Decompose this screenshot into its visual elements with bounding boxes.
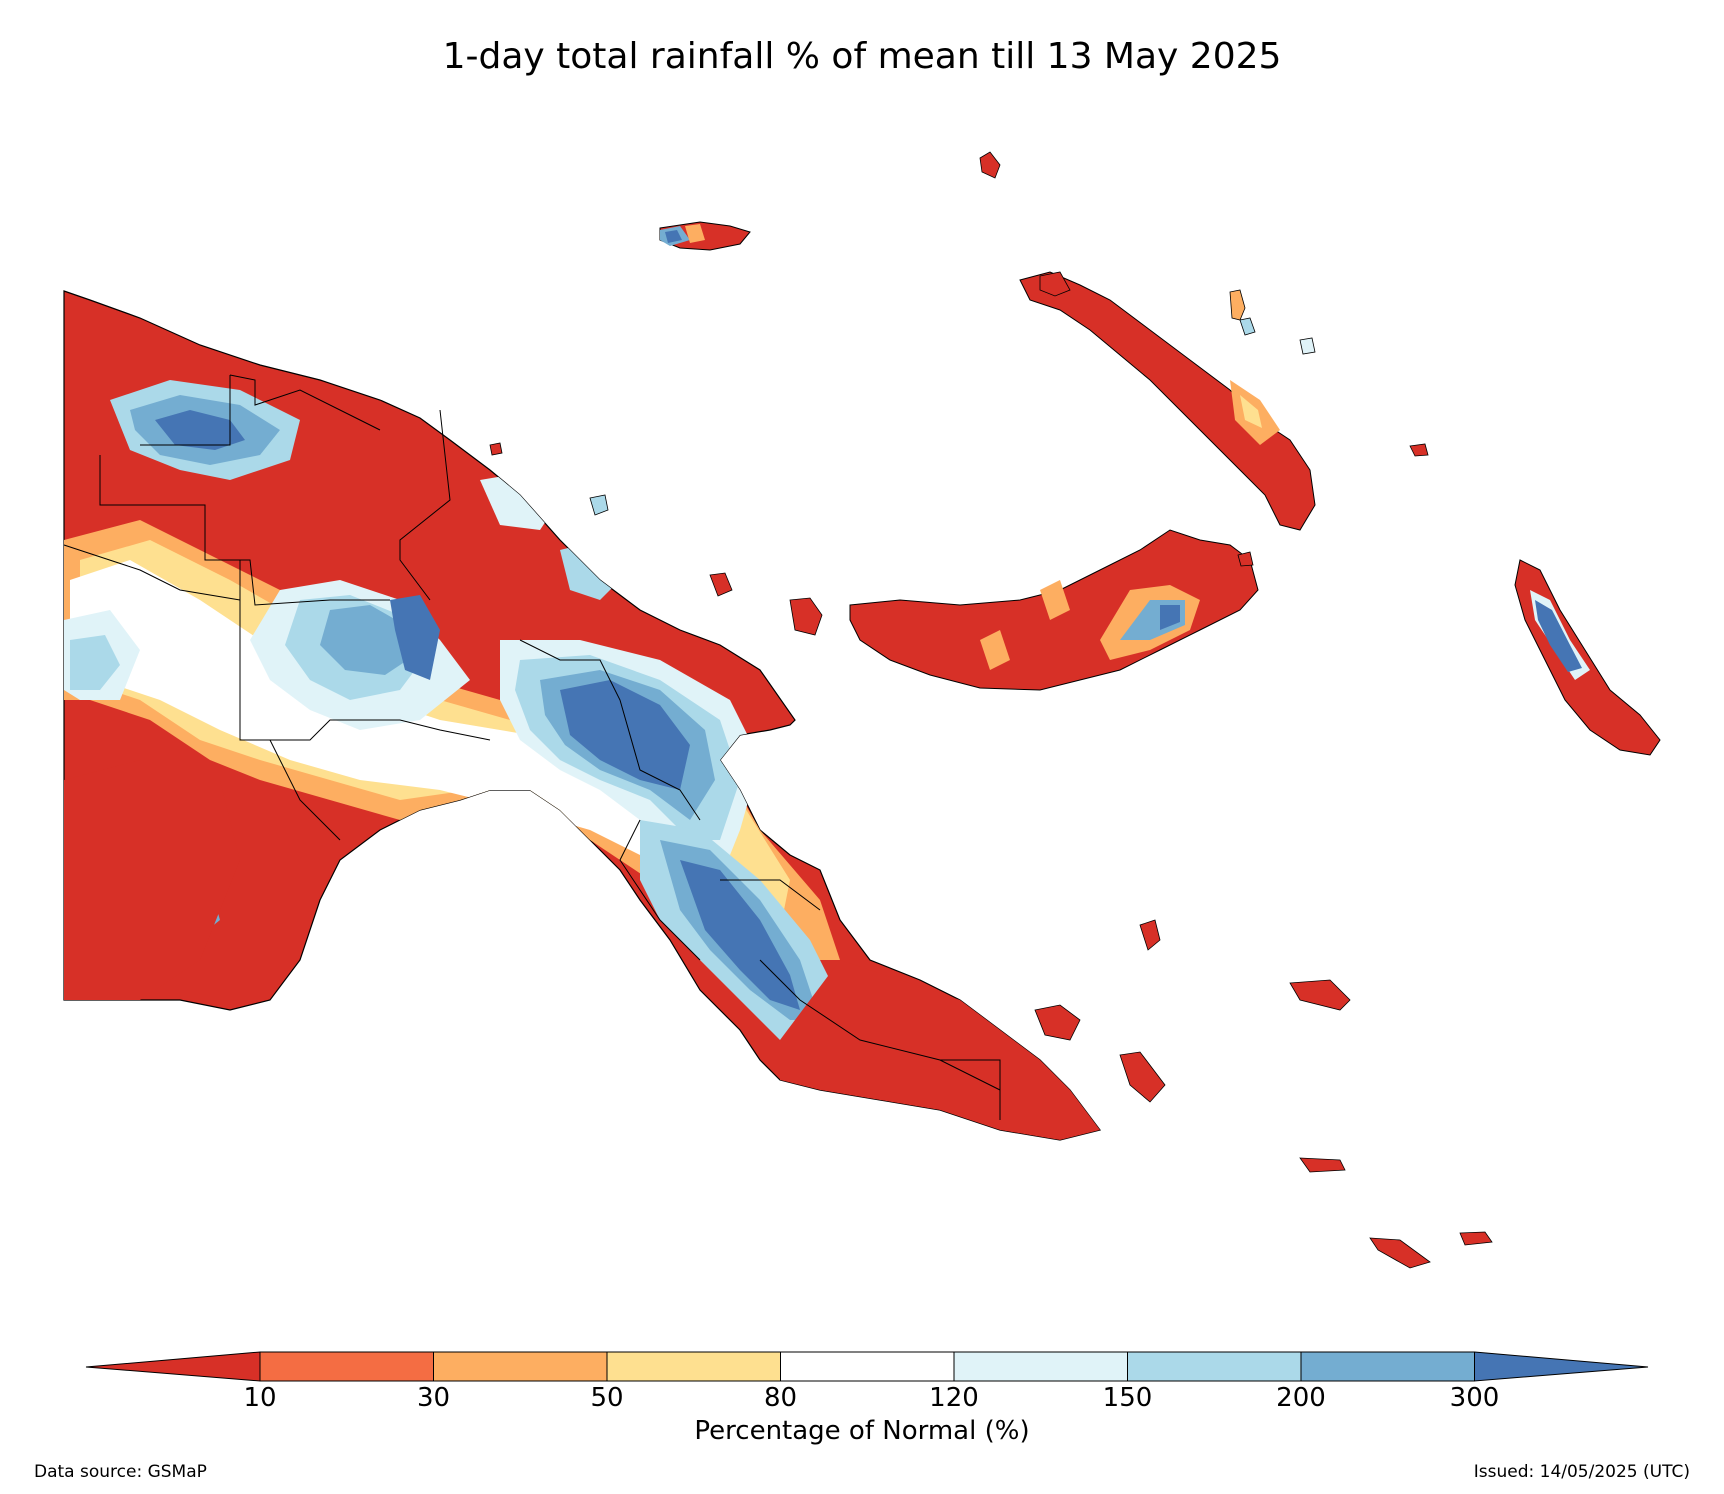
colorbar-bin-50-80 (606, 1351, 781, 1382)
colorbar-label: Percentage of Normal (%) (694, 1416, 1030, 1446)
new-britain (849, 529, 1259, 691)
colorbar-extend-low (85, 1351, 261, 1382)
colorbar-ticks: 10 30 50 80 120 150 200 300 (0, 1383, 1724, 1423)
colorbar-tick: 120 (929, 1383, 979, 1413)
colorbar-tick: 200 (1276, 1383, 1326, 1413)
colorbar-tick: 50 (590, 1383, 624, 1413)
province-boundaries (63, 374, 1001, 1120)
small-blue-islands (589, 289, 1316, 516)
colorbar-bin-30-50 (433, 1351, 608, 1382)
new-ireland (1019, 271, 1316, 531)
issued-date: Issued: 14/05/2025 (UTC) (1473, 1462, 1690, 1482)
islands (489, 151, 1493, 1269)
colorbar-bin-150-200 (1127, 1351, 1302, 1382)
colorbar-tick: 80 (763, 1383, 798, 1413)
map-title: 1-day total rainfall % of mean till 13 M… (442, 36, 1282, 77)
colorbar-bin-10-30 (259, 1351, 434, 1382)
bougainville (1514, 559, 1661, 756)
colorbar-bin-80-120 (780, 1351, 955, 1382)
colorbar-tick: 300 (1449, 1383, 1500, 1413)
data-source: Data source: GSMaP (34, 1462, 207, 1482)
manus-island (659, 221, 751, 251)
colorbar-tick: 10 (243, 1383, 277, 1413)
colorbar-bin-120-150 (953, 1351, 1128, 1382)
colorbar-tick: 150 (1102, 1383, 1153, 1413)
colorbar-bin-200-300 (1300, 1351, 1475, 1382)
colorbar-extend-high (1474, 1351, 1649, 1382)
colorbar (85, 1351, 1649, 1382)
mainland (63, 290, 1102, 1141)
colorbar-tick: 30 (416, 1383, 451, 1413)
